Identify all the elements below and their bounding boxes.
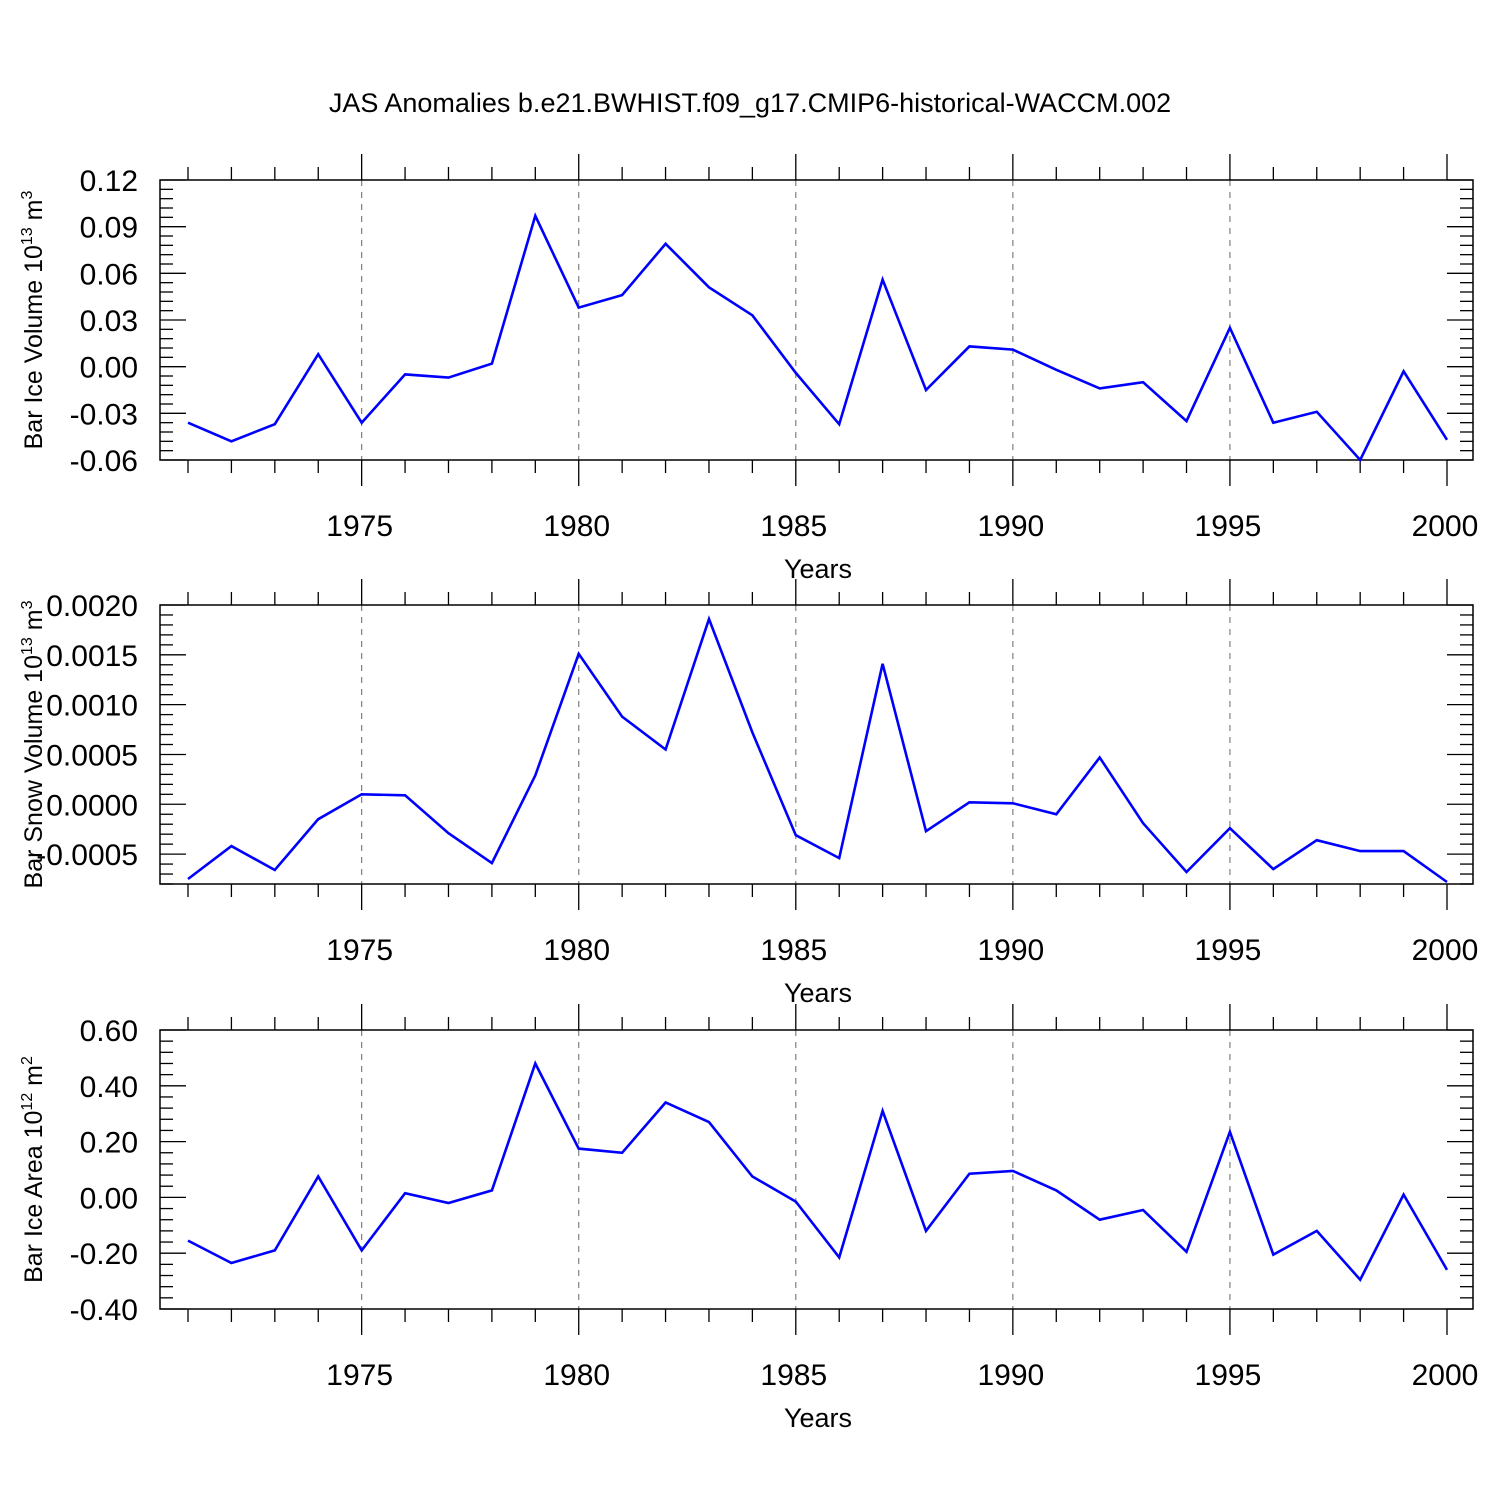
x-tick-label: 1980 (543, 934, 610, 967)
chart-title: JAS Anomalies b.e21.BWHIST.f09_g17.CMIP6… (328, 88, 1172, 118)
x-tick-label: 1985 (760, 934, 827, 967)
x-axis-title: Years (784, 1403, 852, 1433)
chart-panel-1: -0.06 -0.03 0.00 0.03 0.06 0.09 0.12 1975 1980 19… (19, 154, 1478, 584)
y-tick-label: 0.00 (80, 352, 138, 385)
x-tick-label: 1990 (977, 510, 1044, 543)
y-tick-label: -0.06 (70, 445, 138, 478)
x-tick-label: 1995 (1195, 510, 1262, 543)
y-tick-label: 0.06 (80, 258, 138, 291)
series-line (187, 1060, 1449, 1282)
y-tick-label: 0.20 (80, 1127, 138, 1160)
x-tick-label: 1985 (760, 1359, 827, 1392)
y-axis-title: Bar Ice Volume 1013 m3 (19, 191, 48, 450)
x-tick-label: 1990 (977, 1359, 1044, 1392)
x-tick-label: 1980 (543, 1359, 610, 1392)
x-tick-label: 1995 (1195, 934, 1262, 967)
series-line (187, 212, 1449, 463)
x-tick-label: 1980 (543, 510, 610, 543)
plot-frame (159, 179, 1474, 461)
chart-panel-2: -0.0005 0.0000 0.0005 0.0010 0.0015 0.0020 197… (19, 579, 1478, 1008)
series-line (187, 615, 1448, 884)
y-tick-label: 0.09 (80, 212, 138, 245)
y-tick-label: -0.03 (70, 398, 138, 431)
x-axis-title: Years (784, 554, 852, 584)
chart-panel-3: -0.40 -0.20 0.00 0.20 0.40 0.60 1975 1980 1985 19… (19, 1004, 1478, 1433)
y-tick-label: 0.0010 (46, 690, 138, 723)
x-tick-label: 1975 (326, 1359, 393, 1392)
y-tick-label: -0.0005 (36, 839, 138, 872)
y-tick-label: -0.40 (70, 1294, 138, 1327)
y-tick-label: 0.0015 (46, 640, 138, 673)
y-tick-label: 0.03 (80, 305, 138, 338)
x-tick-label: 1985 (760, 510, 827, 543)
y-tick-label: 0.12 (80, 165, 138, 198)
x-tick-label: 1995 (1195, 1359, 1262, 1392)
plot-frame (159, 1029, 1474, 1310)
x-tick-label: 1975 (326, 934, 393, 967)
x-tick-label: 1975 (326, 510, 393, 543)
y-axis-title: Bar Snow Volume 1013 m3 (19, 600, 48, 888)
y-tick-label: 0.0005 (46, 739, 138, 772)
y-tick-label: -0.20 (70, 1238, 138, 1271)
y-tick-label: 0.00 (80, 1182, 138, 1215)
x-tick-label: 2000 (1412, 510, 1479, 543)
x-tick-label: 2000 (1412, 934, 1479, 967)
y-tick-label: 0.40 (80, 1071, 138, 1104)
y-tick-label: 0.60 (80, 1015, 138, 1048)
y-tick-label: 0.0020 (46, 590, 138, 623)
plot-frame (159, 604, 1474, 885)
x-tick-label: 2000 (1412, 1359, 1479, 1392)
x-axis-title: Years (784, 978, 852, 1008)
x-tick-label: 1990 (977, 934, 1044, 967)
y-tick-label: 0.0000 (46, 789, 138, 822)
y-axis-title: Bar Ice Area 1012 m2 (19, 1056, 48, 1283)
